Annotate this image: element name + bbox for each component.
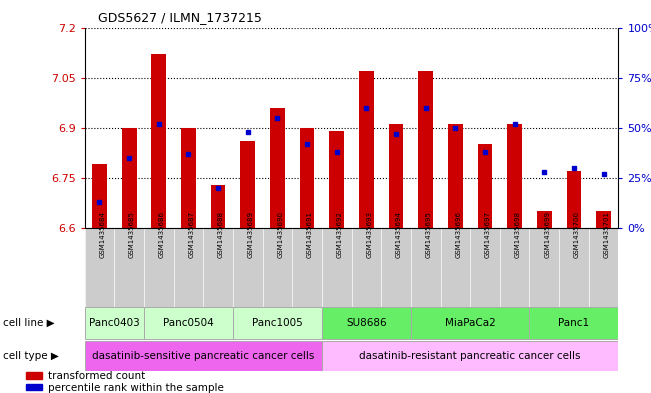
Bar <box>529 307 618 339</box>
Bar <box>359 71 374 228</box>
Text: GSM1435691: GSM1435691 <box>307 211 313 258</box>
Bar <box>26 373 42 379</box>
Bar <box>596 211 611 228</box>
Bar <box>85 341 322 371</box>
Bar <box>418 71 433 228</box>
Text: dasatinib-sensitive pancreatic cancer cells: dasatinib-sensitive pancreatic cancer ce… <box>92 351 314 361</box>
Bar <box>144 307 233 339</box>
Text: GSM1435688: GSM1435688 <box>218 211 224 258</box>
Bar <box>478 145 492 228</box>
Text: Panc1005: Panc1005 <box>252 318 303 328</box>
Text: GSM1435698: GSM1435698 <box>515 211 521 258</box>
Text: percentile rank within the sample: percentile rank within the sample <box>48 383 225 393</box>
Text: GSM1435694: GSM1435694 <box>396 211 402 258</box>
Bar <box>92 164 107 228</box>
Bar <box>233 307 322 339</box>
Text: transformed count: transformed count <box>48 371 146 381</box>
Bar <box>322 341 618 371</box>
Text: GSM1435700: GSM1435700 <box>574 211 580 258</box>
Bar <box>448 124 463 228</box>
Bar <box>329 131 344 228</box>
Text: GSM1435685: GSM1435685 <box>129 211 135 258</box>
Text: SU8686: SU8686 <box>346 318 387 328</box>
Text: Panc0403: Panc0403 <box>89 318 140 328</box>
Bar <box>26 384 42 390</box>
Text: MiaPaCa2: MiaPaCa2 <box>445 318 495 328</box>
Bar <box>566 171 581 228</box>
Text: cell line ▶: cell line ▶ <box>3 318 55 328</box>
Bar <box>299 128 314 228</box>
Bar <box>270 108 284 228</box>
Bar <box>322 307 411 339</box>
Text: GSM1435686: GSM1435686 <box>159 211 165 258</box>
Text: cell type ▶: cell type ▶ <box>3 351 59 361</box>
Text: GSM1435692: GSM1435692 <box>337 211 342 258</box>
Bar <box>181 128 196 228</box>
Text: GSM1435684: GSM1435684 <box>100 211 105 258</box>
Text: dasatinib-resistant pancreatic cancer cells: dasatinib-resistant pancreatic cancer ce… <box>359 351 581 361</box>
Bar <box>211 184 225 228</box>
Text: GSM1435690: GSM1435690 <box>277 211 283 258</box>
Bar <box>122 128 137 228</box>
Bar <box>537 211 551 228</box>
Text: GSM1435701: GSM1435701 <box>603 211 609 258</box>
Text: GSM1435696: GSM1435696 <box>455 211 462 258</box>
Bar <box>389 124 404 228</box>
Text: GSM1435697: GSM1435697 <box>485 211 491 258</box>
Text: GSM1435695: GSM1435695 <box>426 211 432 258</box>
Bar <box>507 124 522 228</box>
Bar <box>411 307 529 339</box>
Text: GSM1435689: GSM1435689 <box>248 211 254 258</box>
Text: GDS5627 / ILMN_1737215: GDS5627 / ILMN_1737215 <box>98 11 262 24</box>
Bar <box>85 307 144 339</box>
Bar <box>151 54 166 228</box>
Text: Panc1: Panc1 <box>559 318 590 328</box>
Text: Panc0504: Panc0504 <box>163 318 214 328</box>
Text: GSM1435699: GSM1435699 <box>544 211 550 258</box>
Text: GSM1435687: GSM1435687 <box>188 211 195 258</box>
Bar <box>240 141 255 228</box>
Text: GSM1435693: GSM1435693 <box>367 211 372 258</box>
